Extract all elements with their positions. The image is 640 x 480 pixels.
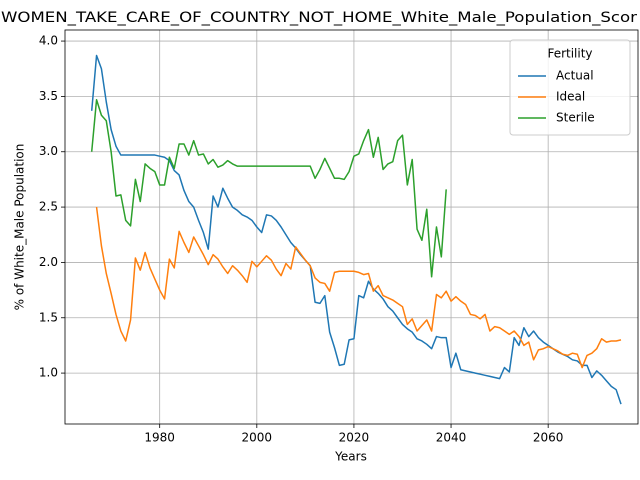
x-tick-label: 1980	[144, 431, 175, 445]
x-tick-label: 2020	[339, 431, 370, 445]
x-tick-label: 2000	[242, 431, 273, 445]
y-axis-label: % of White_Male Population	[13, 144, 27, 311]
y-tick-label: 3.0	[39, 144, 58, 158]
y-tick-label: 2.0	[39, 255, 58, 269]
series-line	[90, 54, 622, 405]
legend-title: Fertility	[547, 47, 592, 61]
legend-box	[509, 39, 631, 136]
chart-title: WOMEN_TAKE_CARE_OF_COUNTRY_NOT_HOME_Whit…	[1, 10, 637, 26]
x-axis-label: Years	[334, 450, 367, 464]
y-tick-label: 1.5	[39, 310, 58, 324]
y-tick-label: 2.5	[39, 200, 58, 214]
x-tick-label: 2040	[436, 431, 467, 445]
series-line	[90, 98, 447, 278]
y-tick-label: 3.5	[39, 89, 58, 103]
y-tick-label: 1.0	[39, 366, 58, 380]
legend-label: Actual	[556, 69, 594, 83]
series-line	[95, 206, 622, 369]
legend: Fertility Actual Ideal Sterile	[509, 39, 631, 136]
legend-label: Ideal	[556, 90, 585, 104]
y-tick-label: 4.0	[39, 34, 58, 48]
legend-label: Sterile	[556, 111, 595, 125]
x-tick-label: 2060	[533, 431, 564, 445]
axes-frame	[64, 29, 639, 425]
